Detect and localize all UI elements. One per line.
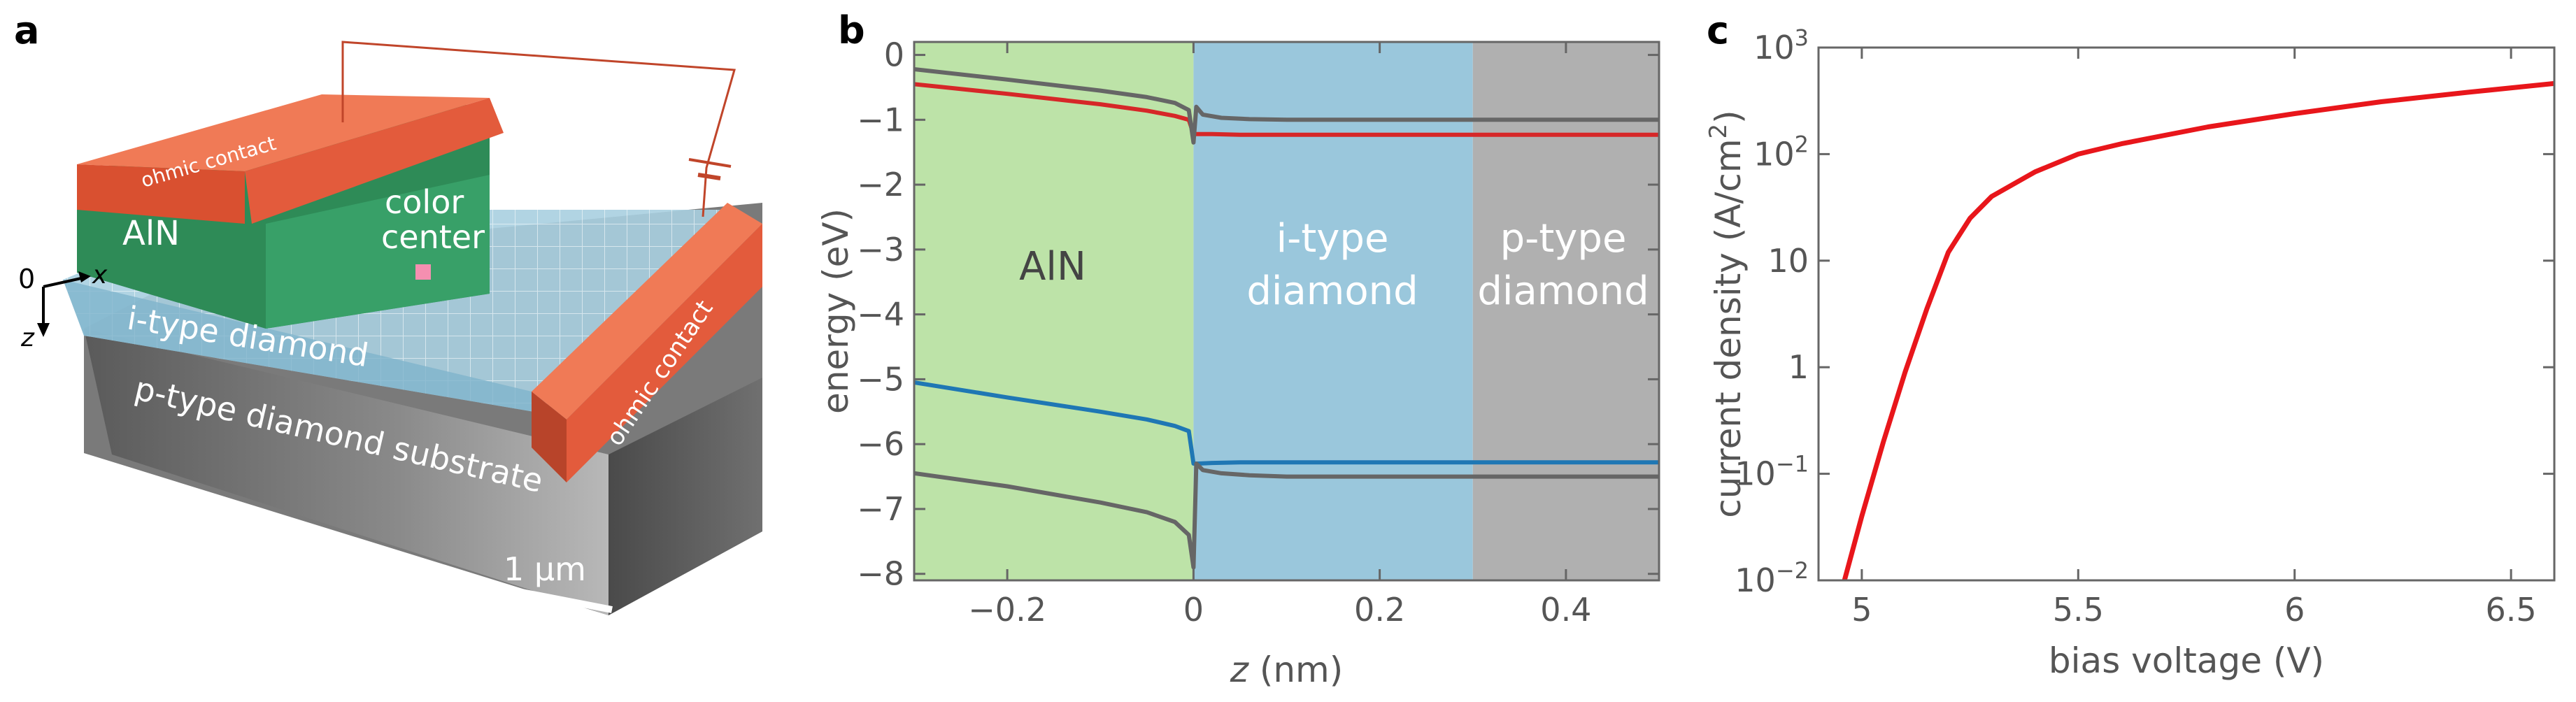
iv-curve xyxy=(1842,80,2554,580)
color-center-label-2: center xyxy=(381,218,485,256)
band-line-4 xyxy=(914,461,1659,570)
x-axis-label-c: bias voltage (V) xyxy=(2049,640,2324,681)
y-tick-label-b: −6 xyxy=(857,425,904,463)
y-tick-label-b: −1 xyxy=(857,101,904,138)
panel-a-letter: a xyxy=(14,8,39,52)
region-itype xyxy=(1193,42,1473,580)
x-tick-label-c: 6 xyxy=(2284,591,2305,629)
ohmic-contact-right-upper xyxy=(532,203,762,420)
battery-plate-short xyxy=(697,173,721,180)
y-tick-label-b: 0 xyxy=(884,36,904,74)
y-tick-label-c: 102 xyxy=(1753,131,1809,173)
ohmic-contact-top-side xyxy=(245,98,504,224)
x-tick-label-b: 0.2 xyxy=(1354,591,1405,629)
x-tick-label-c: 6.5 xyxy=(2486,591,2537,629)
panel-b-letter: b xyxy=(838,8,865,52)
scale-bar-label: 1 μm xyxy=(504,550,586,588)
plot-frame-b xyxy=(913,41,1660,582)
band-regions xyxy=(914,42,1659,580)
panel-c: c 5 5.5 6 6.5 10−2 10−1 1 10 102 103 bias voltage … xyxy=(1705,8,2556,681)
y-tick-label-b: −5 xyxy=(857,360,904,398)
y-tick-label-b: −7 xyxy=(857,490,904,528)
region-aln xyxy=(914,42,1194,580)
panel-c-axes: 5 5.5 6 6.5 10−2 10−1 1 10 102 103 bias voltage (V… xyxy=(1705,24,2556,681)
y-tick-label-b: −4 xyxy=(857,296,904,334)
substrate-right xyxy=(609,378,762,615)
itype-front-edge xyxy=(63,280,539,413)
panel-b-axes: −0.2 0 0.2 0.4 0 −1 −2 −3 −4 −5 −6 −7 −8 z (nm) energy… xyxy=(816,36,1660,690)
ohmic-contact-right-face xyxy=(567,224,762,482)
plot-frame-c xyxy=(1817,46,2556,582)
z-arrowhead-icon xyxy=(37,323,50,337)
region-ptype xyxy=(1472,42,1659,580)
ohmic-contact-top-front xyxy=(77,164,245,224)
circuit-wire xyxy=(341,41,736,217)
origin-label: 0 xyxy=(18,264,35,294)
x-arrowhead-icon xyxy=(78,271,91,282)
region-label-ptype-1: p-type xyxy=(1500,216,1627,262)
scale-bar xyxy=(503,585,613,613)
band-line-3 xyxy=(914,380,1659,466)
y-tick-label-b: −2 xyxy=(857,166,904,203)
x-tick-label-c: 5 xyxy=(1851,591,1872,629)
x-tick-label-c: 5.5 xyxy=(2053,591,2104,629)
region-label-itype-1: i-type xyxy=(1276,216,1389,262)
x-tick-label-b: 0.4 xyxy=(1540,591,1591,629)
x-axis-arrow xyxy=(43,275,88,288)
iv-line-1 xyxy=(1842,80,2554,580)
substrate-front xyxy=(84,329,609,615)
color-center-marker xyxy=(415,264,431,280)
y-axis-label-b: energy (eV) xyxy=(816,208,856,414)
band-line-2 xyxy=(914,67,1659,145)
x-axis-label-b: z (nm) xyxy=(1230,650,1344,690)
y-tick-label-c: 10−2 xyxy=(1735,557,1809,599)
region-label-ptype-2: diamond xyxy=(1477,268,1649,314)
x-axis-label: x xyxy=(92,261,108,289)
z-axis-label: z xyxy=(20,324,35,352)
y-tick-label-c: 10−1 xyxy=(1735,451,1809,493)
aln-side xyxy=(266,175,490,329)
region-label-itype-2: diamond xyxy=(1246,268,1418,314)
region-label-aln: AlN xyxy=(1019,244,1086,289)
y-tick-label-b: −8 xyxy=(857,555,904,593)
panel-c-letter: c xyxy=(1707,8,1729,52)
battery-plate-long xyxy=(688,158,732,168)
panel-a: a ohmic contact AlN color center i-type … xyxy=(14,8,762,615)
panel-b: b AlN i-type diamond p-type diamond −0.2… xyxy=(816,8,1660,690)
aln-label: AlN xyxy=(122,214,180,253)
ohmic-contact-top-upper xyxy=(77,94,490,171)
band-lines xyxy=(914,67,1659,570)
y-tick-label-b: −3 xyxy=(857,231,904,268)
y-tick-label-c: 103 xyxy=(1753,24,1809,66)
y-tick-label-c: 10 xyxy=(1767,242,1809,280)
color-center-label-1: color xyxy=(385,183,464,221)
x-tick-label-b: −0.2 xyxy=(968,591,1046,629)
y-axis-label-c: current density (A/cm2) xyxy=(1705,110,1749,517)
x-tick-label-b: 0 xyxy=(1183,591,1204,629)
ohmic-contact-right-end xyxy=(532,392,567,482)
y-tick-label-c: 1 xyxy=(1788,348,1809,386)
